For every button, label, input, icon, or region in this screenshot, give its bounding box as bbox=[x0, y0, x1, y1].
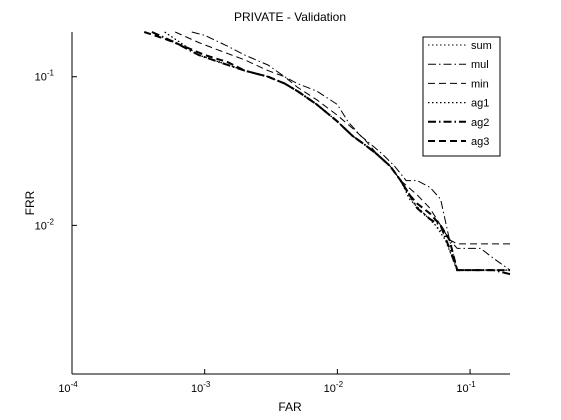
legend: sum mul min ag1 ag2 ag3 bbox=[422, 36, 501, 157]
y-axis-label: FRR bbox=[23, 190, 37, 215]
x-tick-label: 10-4 bbox=[58, 380, 78, 395]
legend-label-mul: mul bbox=[471, 59, 489, 71]
x-tick-exponent: -1 bbox=[469, 380, 477, 389]
x-axis-label: FAR bbox=[278, 400, 302, 414]
y-tick-label: 10-2 bbox=[35, 217, 55, 232]
y-tick-base: 10 bbox=[35, 72, 47, 84]
series-line-mul bbox=[191, 31, 511, 271]
legend-label-min: min bbox=[471, 78, 489, 90]
legend-items: sum mul min ag1 ag2 ag3 bbox=[428, 40, 492, 148]
x-tick-base: 10 bbox=[456, 383, 468, 395]
legend-label-sum: sum bbox=[471, 40, 492, 52]
x-tick-label: 10-1 bbox=[456, 380, 476, 395]
x-tick-exponent: -3 bbox=[203, 380, 211, 389]
y-tick-label: 10-1 bbox=[35, 69, 55, 84]
series-line-min bbox=[174, 31, 510, 245]
series-line-ag3 bbox=[143, 31, 510, 272]
tick-layer: 10-4 10-3 10-2 10-110-210-1 bbox=[35, 69, 477, 395]
x-tick-base: 10 bbox=[58, 383, 70, 395]
x-tick-label: 10-2 bbox=[324, 380, 344, 395]
y-tick-base: 10 bbox=[35, 220, 47, 232]
y-tick-exponent: -1 bbox=[47, 69, 55, 78]
x-tick-exponent: -2 bbox=[336, 380, 344, 389]
x-tick-exponent: -4 bbox=[71, 380, 79, 389]
chart-title: PRIVATE - Validation bbox=[234, 10, 346, 24]
x-tick-base: 10 bbox=[191, 383, 203, 395]
series-layer bbox=[143, 31, 511, 276]
legend-box bbox=[422, 36, 501, 157]
legend-label-ag2: ag2 bbox=[471, 117, 489, 129]
x-tick-label: 10-3 bbox=[191, 380, 211, 395]
y-tick-exponent: -2 bbox=[47, 217, 55, 226]
x-tick-base: 10 bbox=[324, 383, 336, 395]
legend-label-ag1: ag1 bbox=[471, 98, 489, 110]
legend-label-ag3: ag3 bbox=[471, 136, 489, 148]
